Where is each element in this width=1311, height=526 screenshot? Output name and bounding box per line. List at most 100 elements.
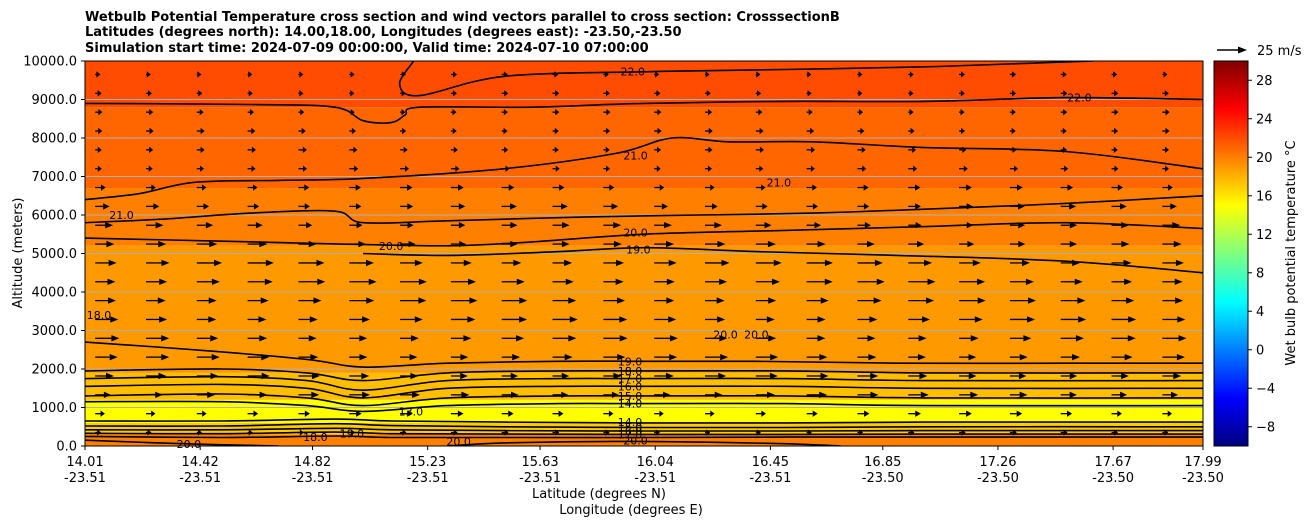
grid-lines [85, 99, 1203, 408]
wind-vector [145, 108, 154, 116]
wind-vector [247, 222, 263, 229]
contour-label-10: 15.0 [618, 390, 643, 403]
wind-vector [603, 353, 626, 361]
wind-vector [1009, 410, 1023, 417]
wind-vector [1162, 391, 1179, 399]
wind-vector [1009, 108, 1016, 116]
wind-vector [806, 108, 813, 116]
svg-text:22.0: 22.0 [621, 65, 646, 78]
wind-vector [704, 316, 726, 323]
wind-vector [704, 90, 711, 97]
wind-vector [959, 297, 986, 304]
wind-vector [704, 278, 728, 285]
contour-extra-label-6: 19.0 [340, 428, 365, 441]
contour-extra-label-1: 18.0 [87, 309, 112, 322]
wind-vector [1162, 165, 1169, 172]
xtick-lat-label-6: 16.45 [752, 455, 789, 470]
plot-area: 22.022.021.021.020.019.019.018.017.016.0… [84, 60, 1204, 451]
chart-title-line-1: Wetbulb Potential Temperature cross sect… [85, 10, 840, 25]
wind-vector [349, 297, 375, 304]
wind-vector [450, 165, 460, 172]
wind-vector [298, 146, 307, 154]
wind-vector [95, 240, 115, 248]
wind-vector [450, 297, 478, 304]
svg-text:19.0: 19.0 [626, 244, 651, 257]
wind-vector [654, 240, 675, 248]
wind-vector [196, 353, 220, 361]
wind-vector [349, 184, 362, 191]
wind-vector [755, 108, 763, 116]
wind-vector [145, 71, 151, 78]
wind-vector [806, 127, 815, 135]
contour-line-18-0-16 [85, 435, 1203, 439]
ytick-label-10: 10000.0 [23, 55, 77, 70]
xtick-lon-label-8: -23.50 [977, 471, 1019, 486]
contour-label-8: 17.0 [618, 373, 643, 386]
contour-line-16-0-14 [85, 427, 1203, 432]
wind-vector [145, 165, 153, 172]
wind-vector [755, 203, 768, 210]
contour-label-3: 21.0 [109, 209, 134, 222]
svg-text:20.0: 20.0 [623, 435, 648, 448]
fill-band-6 [85, 107, 1203, 189]
fill-band-5 [85, 188, 1203, 246]
wind-vector [654, 184, 665, 191]
wind-vector [501, 297, 528, 304]
wind-vector [603, 410, 614, 417]
wind-vector [755, 259, 782, 267]
contour-extra-label-2: 20.0 [379, 240, 404, 253]
wind-vector [298, 410, 311, 417]
wind-vector [349, 391, 371, 399]
wind-vector [1162, 240, 1182, 248]
y-axis-label: Altitude (meters) [11, 198, 26, 309]
wind-vector [806, 184, 817, 191]
wind-vector [400, 127, 407, 135]
xtick-lat-label-4: 15.63 [521, 455, 558, 470]
wind-vector [1111, 127, 1119, 135]
contour-extra-label-5: 21.0 [767, 176, 792, 189]
wind-vector [501, 222, 518, 229]
wind-vector [501, 278, 525, 285]
wind-vector [450, 335, 472, 342]
wind-vector [704, 108, 713, 116]
ytick-label-5: 5000.0 [32, 247, 78, 262]
wind-vector [1162, 71, 1168, 78]
wind-vector [95, 410, 105, 417]
colorbar-tick-label-1: −4 [1256, 382, 1275, 397]
contour-line-20-0-4 [85, 221, 1203, 247]
svg-text:20.0: 20.0 [379, 240, 404, 253]
wind-vector [247, 108, 254, 116]
wind-vector [1162, 184, 1173, 191]
wind-vector [704, 146, 713, 154]
ytick-label-0: 0.0 [56, 440, 77, 455]
wind-vector [95, 297, 117, 304]
wind-vector [908, 184, 921, 191]
svg-text:14.0: 14.0 [618, 416, 643, 429]
wind-vector [349, 316, 371, 323]
wind-vector [349, 127, 356, 135]
wind-vector [400, 108, 406, 116]
wind-vector [908, 203, 921, 210]
wind-vector [196, 71, 202, 78]
wind-vector [1009, 372, 1027, 380]
svg-text:19.0: 19.0 [340, 428, 365, 441]
contour-line-17-0-15 [85, 431, 1203, 436]
contour-line-15-0-10 [85, 393, 1203, 407]
wind-vector [196, 90, 203, 97]
wind-vector [1162, 127, 1170, 135]
wind-vector [196, 410, 207, 417]
colorbar-frame [1213, 60, 1249, 447]
wind-vector [349, 203, 362, 210]
wind-vector [552, 240, 570, 248]
wind-vector [908, 259, 932, 267]
wind-vector [654, 90, 661, 97]
xtick-lon-label-10: -23.50 [1182, 471, 1224, 486]
wind-vector [603, 127, 611, 135]
wind-vector [145, 127, 154, 135]
wind-vector [1060, 90, 1068, 97]
wind-vector [552, 222, 570, 229]
xtick-lat-label-7: 16.85 [864, 455, 901, 470]
wind-vector [959, 240, 975, 248]
wind-vector [95, 259, 117, 267]
svg-text:19.0: 19.0 [618, 355, 643, 368]
